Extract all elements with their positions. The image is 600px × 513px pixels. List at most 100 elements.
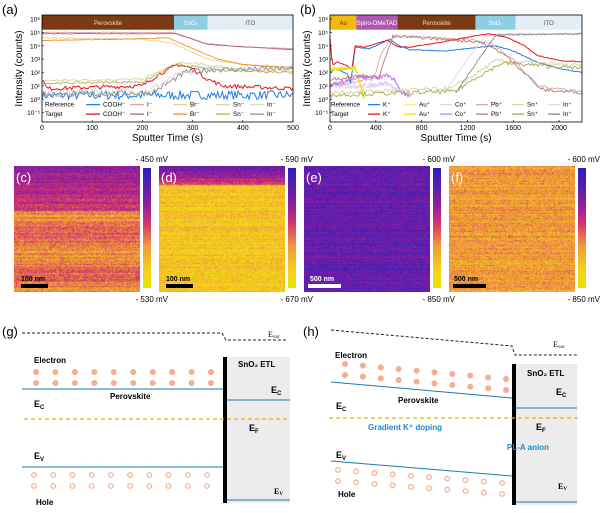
layer-band (330, 15, 357, 30)
electron-dot (33, 380, 39, 386)
panel-label-a: (a) (2, 2, 18, 17)
etl-ev-label: EV (558, 482, 567, 492)
electron-dot (110, 380, 117, 386)
series-line-reference (42, 37, 294, 68)
electron-dot (485, 374, 492, 381)
x-tick-label: 1200 (460, 125, 476, 132)
electron-dot (130, 369, 137, 375)
ev-label: EV (336, 450, 346, 462)
panel-label-b: (b) (300, 2, 316, 17)
y-axis-title: Intensity (counts) (14, 30, 25, 106)
electron-dot (149, 369, 156, 375)
hole-circle (371, 480, 378, 487)
panel-e-labels: - 600 mV - 850 mV (423, 155, 456, 304)
y-tick-label: 10⁶ (318, 17, 328, 24)
series-line-reference (329, 58, 583, 95)
pla-anion-label: PL-A anion (507, 443, 549, 452)
legend-label: Sn⁻ (233, 111, 244, 118)
evac-label: Evac (268, 330, 281, 340)
panel-b-tof-sims-chart: (b) Au Spiro-OMeTAD Perovskite SnO₂ ITO 0 400 8… (300, 2, 583, 144)
hole-circle (335, 467, 341, 473)
y-tick-label: 10³ (31, 57, 41, 64)
colorbar-min-label: - 850 mV (568, 295, 600, 304)
etl-label: SnO₂ ETL (238, 360, 275, 369)
electron-dot (169, 369, 176, 375)
layer-band (475, 15, 516, 30)
series-line-reference (329, 34, 583, 93)
hole-circle (165, 472, 172, 478)
hole-circle (184, 472, 191, 478)
electron-dot (149, 380, 156, 386)
series-line-target (41, 37, 294, 70)
y-tick-label: 10² (319, 70, 329, 77)
electron-dot (208, 380, 214, 386)
electron-dot (71, 380, 78, 386)
hole-circle (444, 486, 451, 493)
legend-label: K⁺ (383, 111, 391, 118)
hole-circle (88, 472, 95, 478)
series-line-reference (444, 32, 583, 94)
y-tick-label: 10⁻¹ (315, 110, 329, 117)
layer-band (356, 15, 398, 30)
electron-dot (413, 367, 420, 374)
etl-label: SnO₂ ETL (527, 369, 564, 378)
legend-label: Co⁺ (455, 102, 466, 109)
layer-label: Spiro-OMeTAD (357, 21, 398, 27)
legend-row-label: Reference (45, 102, 75, 109)
electron-dot (485, 385, 492, 392)
y-tick-label: 10¹ (31, 83, 41, 90)
panel-label-g: (g) (2, 324, 18, 339)
hole-circle (107, 472, 114, 478)
plot-frame (41, 14, 294, 123)
ec-label: EC (336, 401, 347, 413)
series-line-reference (41, 89, 294, 102)
electron-dot (503, 387, 509, 393)
x-tick-label: 400 (237, 125, 249, 132)
layer-band (207, 15, 293, 30)
hole-circle (444, 475, 451, 482)
hole-circles (335, 467, 505, 497)
legend-label: Au⁺ (419, 111, 430, 118)
perovskite-ec-line (330, 381, 513, 399)
hole-circle (335, 478, 341, 484)
electron-dot (91, 369, 98, 375)
hole-circle (69, 483, 76, 489)
kpfm-image-e (304, 166, 430, 292)
y-tick-label: 10⁶ (30, 17, 40, 24)
colorbar-d (288, 168, 296, 288)
y-tick-label: 10³ (319, 57, 329, 64)
hole-circle (204, 483, 210, 489)
electron-dot (449, 371, 456, 377)
interface-bar (512, 364, 516, 505)
electron-dot (431, 380, 438, 387)
panel-c-labels: - 450 mV - 530 mV (136, 155, 169, 304)
series-line-reference (41, 31, 294, 50)
electron-dot (342, 372, 348, 378)
hole-circle (426, 474, 433, 481)
hole-circle (31, 483, 37, 489)
hole-circle (88, 483, 95, 489)
electron-label: Electron (335, 351, 367, 360)
hole-circle (426, 485, 433, 492)
hole-circle (127, 472, 134, 478)
electron-dot (449, 382, 456, 388)
electron-dot (377, 375, 384, 382)
hole-circle (50, 483, 57, 489)
panel-d-labels: - 590 mV - 670 mV (281, 155, 314, 304)
series-line-target (455, 32, 583, 94)
electron-dots (342, 361, 509, 393)
series-line-target (41, 63, 293, 85)
electron-dot (503, 376, 509, 382)
x-tick-label: 300 (187, 125, 199, 132)
legend-label: Sn⁻ (233, 102, 244, 109)
layer-label: Au (340, 21, 347, 27)
legend-label: Pb⁺ (491, 102, 502, 109)
layer-label: ITO (544, 21, 554, 27)
hole-circle (69, 472, 76, 478)
layer-label: ITO (245, 21, 255, 27)
electron-dot (33, 369, 39, 375)
series-line-target (329, 33, 583, 95)
layer-band (174, 15, 208, 30)
vacuum-level-line (330, 329, 578, 356)
legend-row-label: Target (45, 111, 63, 118)
